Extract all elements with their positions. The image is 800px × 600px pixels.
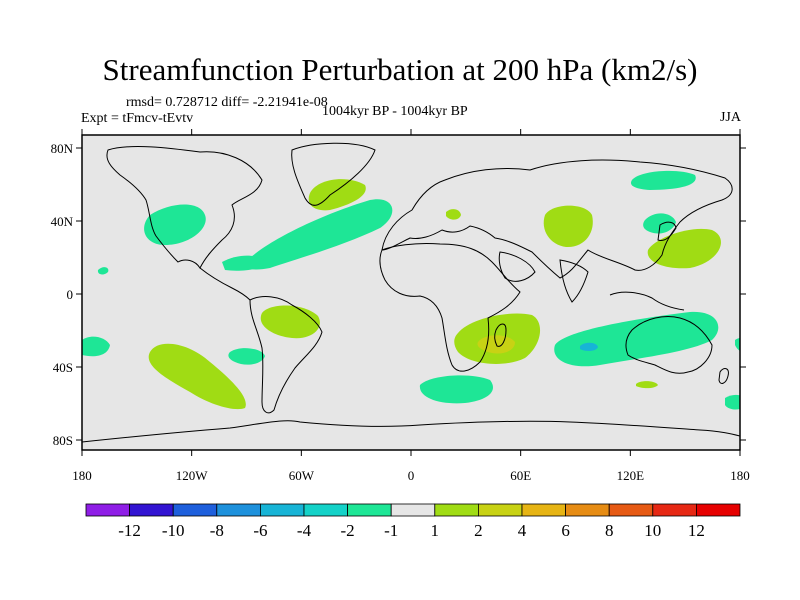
colorbar-label: 1 [431, 521, 440, 540]
coast-arabia [498, 251, 536, 282]
colorbar-swatch [259, 503, 305, 517]
anomaly-patch-central-asia [543, 205, 593, 248]
anomaly-patch-north-atlantic [246, 199, 393, 270]
colorbar-label: -10 [162, 521, 185, 540]
colorbar-swatch [652, 503, 697, 517]
period-label: 1004kyr BP - 1004kyr BP [322, 104, 468, 119]
lon-tick-label: 180 [72, 468, 92, 483]
colorbar-label: 6 [561, 521, 570, 540]
colorbar-label: -8 [210, 521, 224, 540]
coast-madagascar [494, 323, 507, 347]
colorbar-label: -1 [384, 521, 398, 540]
anomaly-patch-north-pacific [630, 170, 696, 190]
colorbar-swatch [390, 503, 436, 517]
lat-tick-label: 80S [53, 433, 73, 448]
colorbar-label: -4 [297, 521, 312, 540]
coast-central-america [199, 267, 251, 301]
coast-india [559, 259, 589, 303]
colorbar-label: 10 [644, 521, 661, 540]
colorbar-swatch [608, 503, 654, 517]
coast-africa [379, 243, 521, 372]
anomaly-patch-mediterranean [446, 209, 461, 220]
colorbar-label: -12 [118, 521, 141, 540]
colorbar-swatch [696, 503, 741, 517]
lon-tick-label: 120W [176, 468, 209, 483]
lat-tick-label: 80N [51, 141, 74, 156]
coast-antarctica [82, 420, 740, 443]
colorbar [85, 503, 741, 517]
colorbar-swatch [303, 503, 348, 517]
colorbar-swatch [565, 503, 610, 517]
longitude-axis: 180 120W 60W 0 60E 120E 180 [72, 129, 750, 483]
colorbar-swatch [129, 503, 174, 517]
anomaly-patch-japan [643, 213, 676, 234]
anomaly-fields [82, 142, 740, 443]
colorbar-swatch [347, 503, 392, 517]
colorbar-label: 8 [605, 521, 614, 540]
lon-tick-label: 60W [289, 468, 315, 483]
colorbar-label: 4 [518, 521, 527, 540]
colorbar-labels: -12 -10 -8 -6 -4 -2 -1 1 2 4 6 8 10 12 [118, 521, 705, 540]
stats-line: rmsd= 0.728712 diff= -2.21941e-08 [126, 95, 328, 110]
anomaly-patch-south-pacific [148, 343, 246, 410]
colorbar-label: 2 [474, 521, 483, 540]
colorbar-label: -6 [253, 521, 267, 540]
anomaly-patch-small-pacific [97, 267, 109, 275]
anomaly-patch-north-america [144, 204, 206, 245]
colorbar-swatch [172, 503, 218, 517]
anomaly-patch-south-atlantic [419, 375, 493, 404]
anomaly-patch-south-indian-small [636, 381, 658, 389]
colorbar-swatch [477, 503, 523, 517]
latitude-axis: 80N 40N 0 40S 80S [51, 141, 746, 448]
season-label: JJA [719, 110, 741, 125]
anomaly-core-indian-ocean [580, 342, 598, 352]
anomaly-patch-southern-ocean-east [725, 394, 740, 410]
coast-japan [657, 221, 677, 241]
lat-tick-label: 40N [51, 214, 74, 229]
experiment-label: Expt = tFmcv-tEvtv [81, 111, 194, 126]
coast-new-zealand [718, 368, 729, 384]
lat-tick-label: 0 [67, 287, 74, 302]
coast-eurasia [381, 159, 733, 279]
chart-title: Streamfunction Perturbation at 200 hPa (… [102, 52, 698, 87]
coast-australia [625, 316, 713, 374]
anomaly-patch-dateline-east [735, 337, 740, 351]
coast-greenland [291, 142, 376, 206]
lon-tick-label: 180 [730, 468, 750, 483]
anomaly-patch-indian-ocean [554, 311, 719, 367]
lon-tick-label: 120E [617, 468, 645, 483]
lat-tick-label: 40S [53, 360, 73, 375]
anomaly-patch-caribbean [222, 255, 265, 271]
colorbar-swatch [85, 503, 130, 517]
colorbar-swatch [521, 503, 566, 517]
coast-indonesia [609, 291, 685, 311]
colorbar-label: -2 [341, 521, 355, 540]
lon-tick-label: 0 [408, 468, 415, 483]
anomaly-patch-south-pacific-east [228, 348, 265, 365]
anomaly-patch-dateline-west [82, 336, 110, 357]
coastlines [82, 142, 740, 443]
coast-north-america [106, 146, 263, 270]
anomaly-patch-greenland [308, 179, 366, 211]
coast-south-america [249, 296, 323, 414]
colorbar-label: 12 [688, 521, 705, 540]
lon-tick-label: 60E [510, 468, 531, 483]
colorbar-swatch [216, 503, 261, 517]
colorbar-swatch [434, 503, 479, 517]
